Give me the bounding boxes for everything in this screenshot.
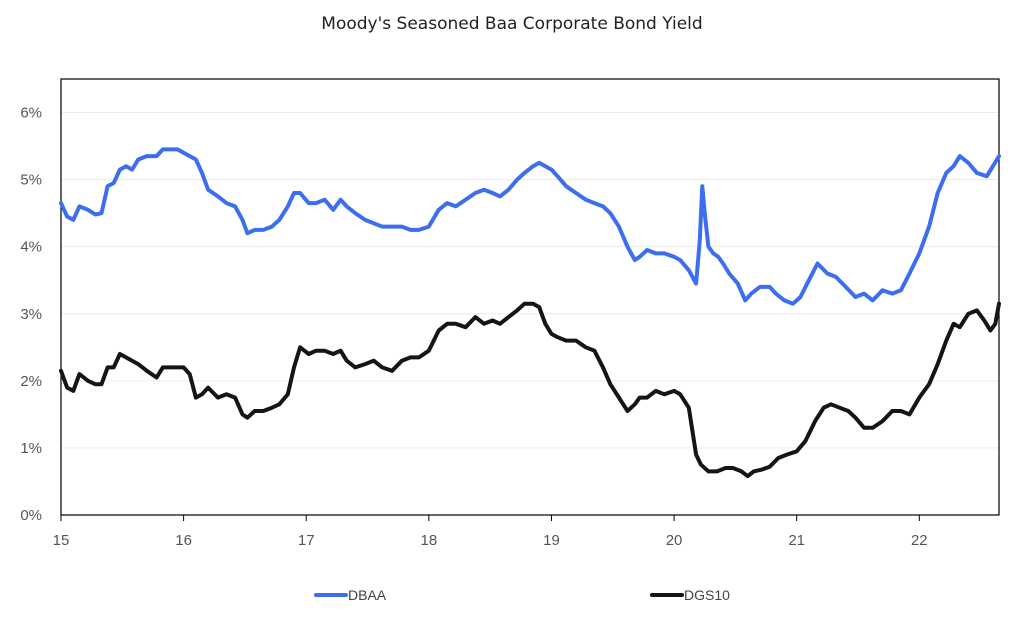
x-tick-label: 19 xyxy=(543,532,560,549)
legend-item-dgs10: DGS10 xyxy=(650,587,730,603)
y-tick-label: 4% xyxy=(20,239,42,256)
x-tick-label: 22 xyxy=(911,532,928,549)
y-tick-label: 3% xyxy=(20,306,42,323)
chart-title: Moody's Seasoned Baa Corporate Bond Yiel… xyxy=(321,14,703,34)
legend-item-dbaa: DBAA xyxy=(314,587,387,603)
y-tick-label: 6% xyxy=(20,105,42,122)
series-line-dbaa xyxy=(59,147,1001,306)
x-tick-label: 16 xyxy=(175,532,192,549)
gridlines xyxy=(61,112,999,449)
legend: DBAA DGS10 xyxy=(314,587,730,603)
y-tick-label: 0% xyxy=(20,507,42,524)
y-tick-label: 5% xyxy=(20,172,42,189)
series-line-dgs10 xyxy=(59,301,1001,479)
y-axis-ticks: 0% 1% 2% 3% 4% 5% 6% xyxy=(20,105,42,524)
x-tick-label: 18 xyxy=(420,532,437,549)
legend-label: DGS10 xyxy=(684,587,730,603)
x-axis-ticks: 15 16 17 18 19 20 21 22 xyxy=(53,515,928,549)
y-tick-label: 1% xyxy=(20,440,42,457)
plot-frame xyxy=(60,78,1000,516)
x-tick-label: 21 xyxy=(788,532,805,549)
x-tick-label: 17 xyxy=(298,532,315,549)
x-tick-label: 20 xyxy=(666,532,683,549)
x-tick-label: 15 xyxy=(53,532,70,549)
series-lines xyxy=(59,147,1001,479)
y-tick-label: 2% xyxy=(20,373,42,390)
legend-label: DBAA xyxy=(348,587,387,603)
